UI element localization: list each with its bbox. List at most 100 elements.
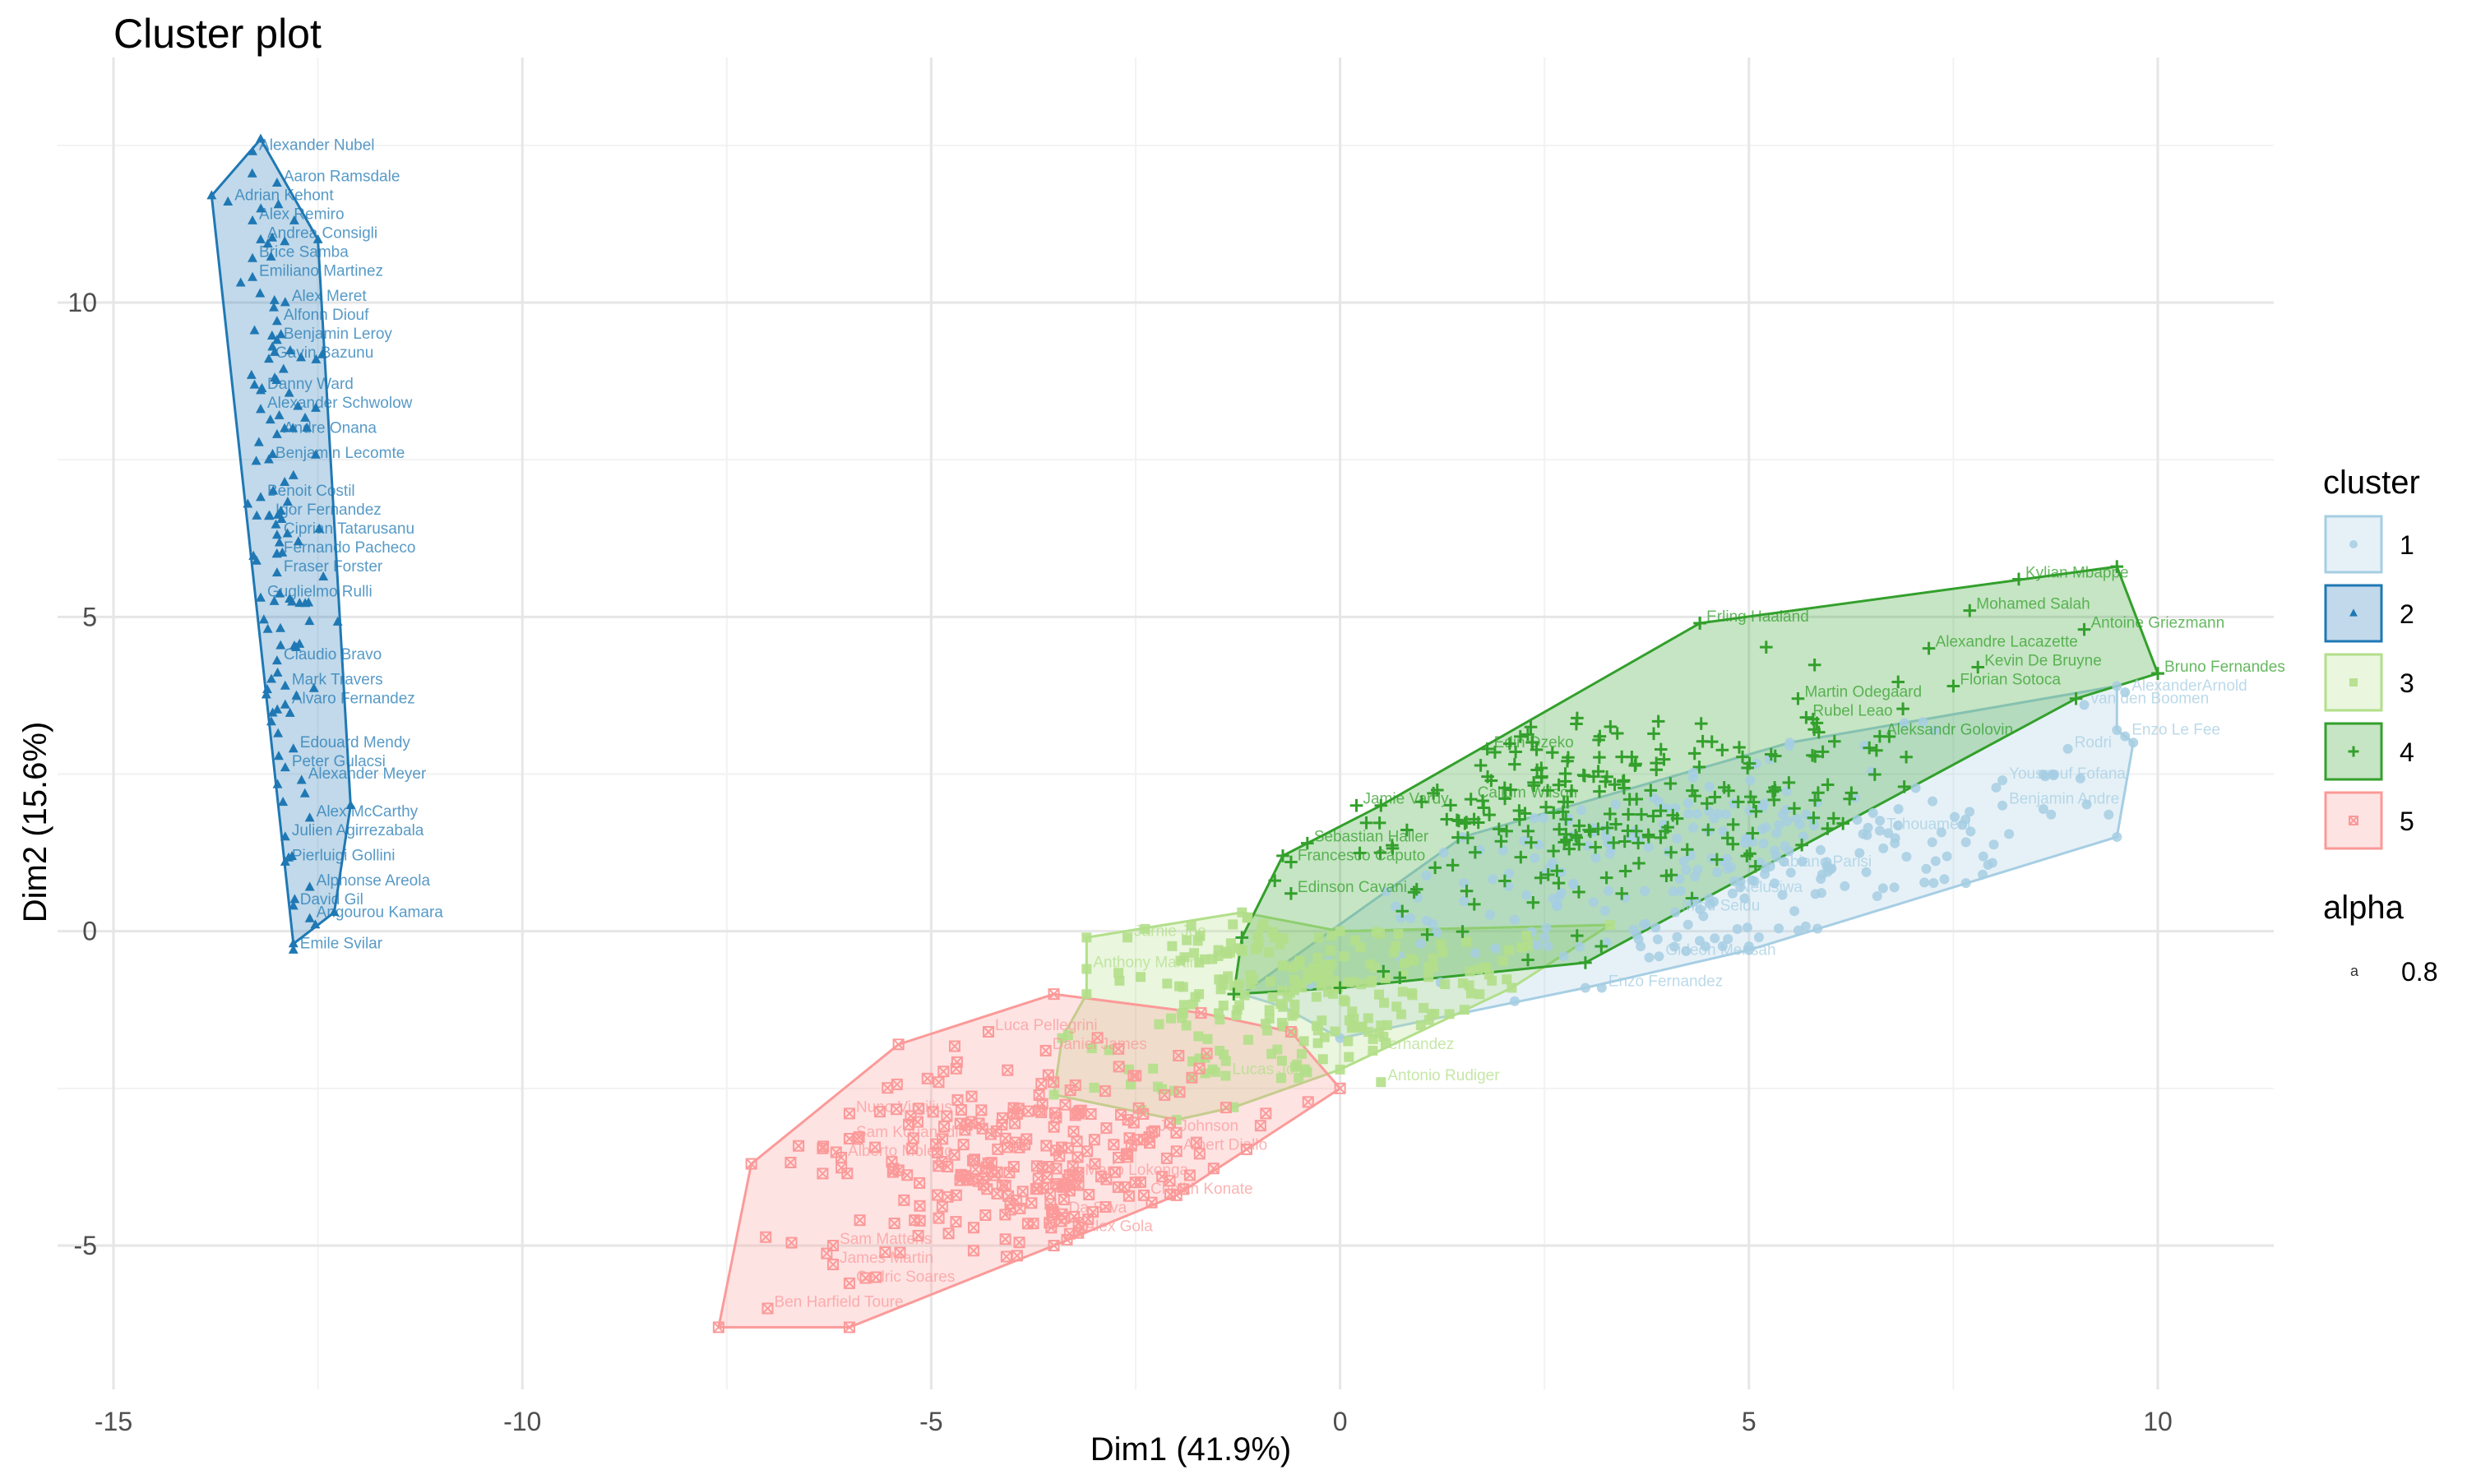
cluster-1-point xyxy=(1890,839,1900,848)
cluster-3-point xyxy=(1202,1034,1212,1044)
point-label: Aleksandr Golovin xyxy=(1886,722,2013,739)
cluster-1-point xyxy=(1961,837,1971,847)
point-label: Mihu Seidu xyxy=(1682,898,1760,915)
point-label: Enzo Fernandez xyxy=(1608,973,1723,990)
cluster-1-point xyxy=(1707,853,1717,863)
cluster-1-point xyxy=(1539,813,1548,823)
cluster-3-point xyxy=(1368,1034,1378,1044)
point-label: Brice Samba xyxy=(259,243,349,261)
cluster-1-point xyxy=(1422,871,1432,881)
x-tick-label: 10 xyxy=(2143,1407,2173,1436)
cluster-3-point xyxy=(1339,995,1349,1005)
cluster-1-point xyxy=(2128,737,2138,747)
cluster-3-point xyxy=(1312,1021,1321,1031)
cluster-3-point xyxy=(1465,966,1474,976)
legend-items: 12345 xyxy=(2326,516,2414,848)
point-label: Erling Haaland xyxy=(1706,608,1809,626)
cluster-1-point xyxy=(1721,809,1731,819)
cluster-3-point xyxy=(1090,1083,1099,1093)
cluster-3-point xyxy=(1136,972,1146,982)
cluster-3-point xyxy=(1502,974,1511,984)
point-label: Alvaro Fernandez xyxy=(292,690,415,707)
cluster-1-point xyxy=(1510,996,1520,1006)
point-label: Kylian Mbappe xyxy=(2025,564,2129,581)
cluster-3-point xyxy=(1356,942,1366,952)
point-label: Anthony Martin xyxy=(1093,955,1198,972)
point-label: Adrian Kehont xyxy=(234,187,334,205)
x-tick-label: -5 xyxy=(919,1407,942,1436)
cluster-1-point xyxy=(1758,839,1768,848)
point-label: Bruno Fernandes xyxy=(2164,659,2285,676)
cluster-3-point xyxy=(1289,974,1299,984)
cluster-3-point xyxy=(1081,964,1091,974)
cluster-3-point xyxy=(1445,1009,1455,1019)
point-label: Francesco Caputo xyxy=(1298,848,1425,865)
cluster-3-point xyxy=(1167,941,1177,951)
cluster-1-point xyxy=(1780,841,1790,851)
cluster-1-point xyxy=(1816,874,1826,884)
cluster-1-point xyxy=(1653,934,1663,944)
point-label: Sam Mattens xyxy=(840,1231,932,1248)
cluster-3-point xyxy=(1294,958,1304,968)
cluster-3-point xyxy=(1279,933,1289,943)
cluster-3-point xyxy=(1193,1031,1203,1041)
cluster-1-point xyxy=(1670,908,1680,918)
cluster-1-point xyxy=(1681,865,1691,875)
legend-key-marker xyxy=(2349,540,2358,548)
cluster-1-point xyxy=(1485,910,1495,920)
cluster-3-point xyxy=(1313,1038,1323,1048)
point-label: Andre Onana xyxy=(284,420,377,437)
point-label: Emiliano Martinez xyxy=(259,262,383,280)
cluster-3-point xyxy=(1278,1002,1288,1012)
point-label: Ben Harfield Toure xyxy=(775,1293,904,1311)
cluster-1-point xyxy=(1693,865,1703,875)
cluster-1-point xyxy=(1778,810,1788,820)
cluster-1-point xyxy=(1931,856,1941,866)
cluster-3-point xyxy=(1289,985,1299,995)
cluster-3-point xyxy=(1265,1014,1275,1024)
y-tick-label: 0 xyxy=(82,917,97,946)
cluster-1-point xyxy=(1597,982,1607,992)
cluster-1-point xyxy=(1488,874,1497,884)
cluster-3-point xyxy=(1221,1056,1231,1066)
point-label: Gideon Mensah xyxy=(1665,941,1775,959)
cluster-1-point xyxy=(1589,897,1599,907)
legend-title-cluster: cluster xyxy=(2323,465,2420,501)
point-label: Benjamin Andre xyxy=(2009,791,2119,808)
cluster-3-point xyxy=(1394,929,1404,939)
cluster-1-point xyxy=(1581,982,1590,992)
cluster-1-point xyxy=(1719,857,1729,867)
cluster-3-point xyxy=(1289,1009,1299,1019)
cluster-1-point xyxy=(1872,891,1882,901)
cluster-3-point xyxy=(1398,987,1408,996)
point-label: Alphonse Areola xyxy=(317,872,431,890)
cluster-3-point xyxy=(1409,955,1419,965)
cluster-1-point xyxy=(1498,846,1508,856)
cluster-3-point xyxy=(1122,932,1132,942)
cluster-1-point xyxy=(1459,896,1469,906)
cluster-1-point xyxy=(1575,941,1585,951)
cluster-1-point xyxy=(1794,926,1803,936)
point-label: Igor Fernandez xyxy=(275,502,382,519)
legend-label-2: 2 xyxy=(2400,599,2414,629)
cluster-1-point xyxy=(1878,883,1888,893)
cluster-3-point xyxy=(1391,941,1400,951)
point-label: Alexander Meyer xyxy=(308,765,427,783)
cluster-1-point xyxy=(1858,829,1868,839)
cluster-3-point xyxy=(1487,976,1497,986)
cluster-1-point xyxy=(1521,890,1531,900)
point-label: Guglielmo Rulli xyxy=(267,583,373,600)
cluster-3-point xyxy=(1391,1001,1401,1011)
y-tick-label: 5 xyxy=(82,602,97,631)
point-label: Alexander Nubel xyxy=(259,136,374,154)
cluster-3-point xyxy=(1214,951,1224,961)
cluster-3-point xyxy=(1264,947,1274,957)
point-label: Sebastian Haller xyxy=(1314,829,1429,846)
cluster-1-point xyxy=(1604,886,1613,896)
legend-label-5: 5 xyxy=(2400,807,2414,836)
point-label: James Martin xyxy=(840,1250,933,1267)
point-label: Rodri xyxy=(2075,734,2112,751)
point-label: Benjamin Lecomte xyxy=(275,445,405,462)
cluster-3-point xyxy=(1178,982,1188,992)
cluster-1-point xyxy=(1530,853,1539,863)
